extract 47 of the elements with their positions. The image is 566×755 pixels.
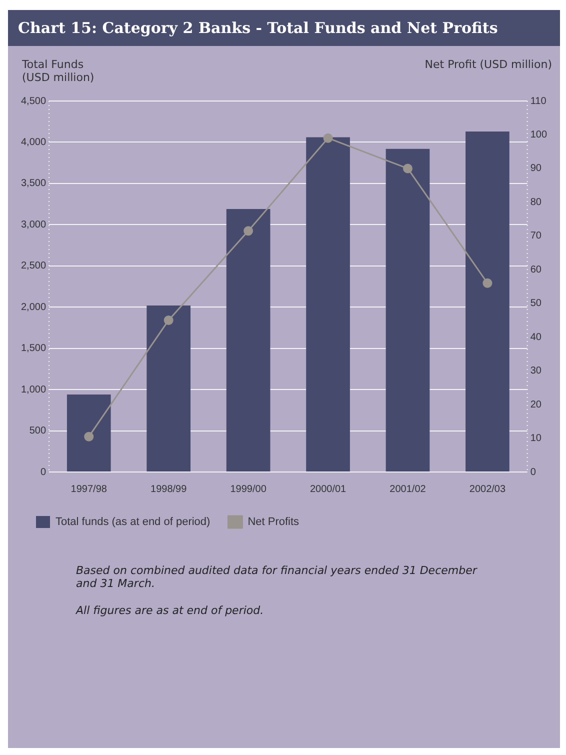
text: All figures are as at end of period. xyxy=(76,604,265,617)
y2-tick-label: 20 xyxy=(530,399,542,410)
x-tick-label: 2000/01 xyxy=(310,484,347,495)
x-tick-label: 2002/03 xyxy=(469,484,506,495)
y-tick-label: 2,000 xyxy=(20,302,46,313)
legend-label: Net Profits xyxy=(248,516,300,528)
y2-axis-title: Net Profit (USD million) xyxy=(424,58,552,71)
y-tick-label: 4,500 xyxy=(20,96,46,107)
y-tick-label: 3,500 xyxy=(20,178,46,190)
chart-title: Chart 15: Category 2 Banks - Total Funds and Net Profits xyxy=(8,10,560,46)
legend-label: Total funds (as at end of period) xyxy=(56,516,210,528)
bar xyxy=(466,132,510,472)
y-tick-label: 1,000 xyxy=(20,384,46,396)
y2-tick-label: 70 xyxy=(530,230,542,242)
y-tick-label: 500 xyxy=(29,426,46,437)
point xyxy=(84,432,94,442)
bar xyxy=(146,305,191,472)
bar xyxy=(226,209,270,472)
y-tick-label: 2,500 xyxy=(20,260,46,272)
y2-tick-label: 110 xyxy=(530,96,547,107)
y2-tick-label: 100 xyxy=(530,129,548,140)
y-tick-label: 1,500 xyxy=(20,343,46,354)
y2-tick-label: 0 xyxy=(530,466,536,478)
point xyxy=(402,164,412,174)
y2-tick-label: 10 xyxy=(530,433,542,444)
y2-tick-label: 60 xyxy=(530,264,542,276)
y2-tick-label: 80 xyxy=(530,196,542,208)
text: Based on combined audited data for financial years ended 31 December and 31 March. xyxy=(76,564,478,590)
point xyxy=(164,315,174,325)
bar xyxy=(386,148,430,472)
x-tick-label: 2001/02 xyxy=(390,484,426,495)
x-tick-label: 1999/00 xyxy=(230,484,267,495)
y2-tick-label: 50 xyxy=(530,298,542,310)
y2-tick-label: 90 xyxy=(530,163,542,174)
bar xyxy=(66,394,111,472)
y2-tick-label: 40 xyxy=(530,332,542,343)
x-tick-label: 1997/98 xyxy=(70,484,108,495)
point xyxy=(482,278,492,288)
y-axis-title: Total Funds (USD million) xyxy=(22,58,96,84)
y-tick-label: 3,000 xyxy=(20,219,46,230)
y2-tick-label: 30 xyxy=(530,366,542,377)
y-tick-label: 4,000 xyxy=(20,136,46,148)
point xyxy=(244,226,254,236)
x-tick-label: 1998/99 xyxy=(150,484,188,495)
bar xyxy=(306,137,350,472)
point xyxy=(323,133,333,143)
y-tick-label: 0 xyxy=(40,466,46,478)
